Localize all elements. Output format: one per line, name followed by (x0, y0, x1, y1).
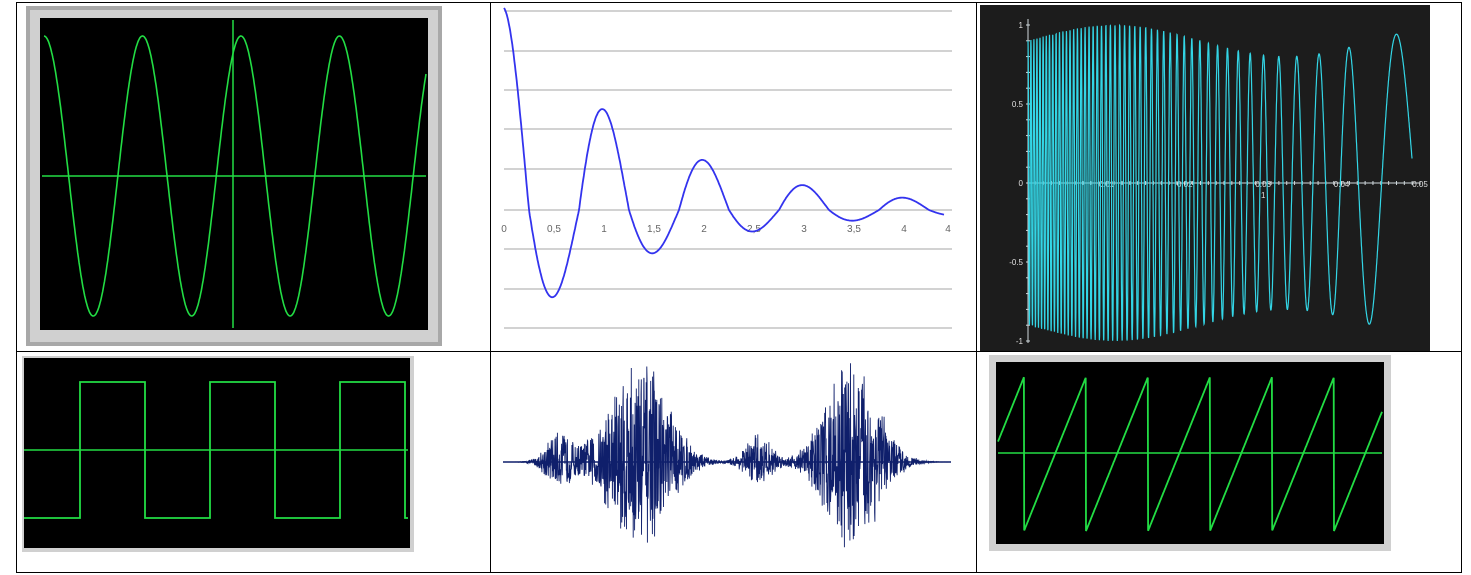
speech-waveform-chart (503, 363, 951, 548)
speech-series-line (505, 363, 949, 548)
x-tick-label: 0,5 (547, 224, 561, 235)
x-extra-label: 1 (1261, 191, 1266, 200)
sine-wave-chart (26, 6, 442, 346)
sawtooth-wave-chart (989, 355, 1391, 551)
scope-screen (40, 18, 428, 330)
y-tick-label: 1 (1019, 21, 1024, 30)
y-tick-label: -0.5 (1009, 258, 1023, 267)
x-tick-label: 0 (501, 224, 507, 235)
square-wave-chart (22, 356, 414, 552)
y-tick-label: 0 (1019, 179, 1024, 188)
column-divider-2 (976, 3, 977, 572)
x-tick-label: 1 (601, 224, 607, 235)
x-tick-label: 4 (901, 224, 907, 235)
x-tick-label: 2,5 (747, 224, 761, 235)
x-tick-label: 4 (945, 224, 951, 235)
sine-series-line (43, 35, 427, 317)
x-tick-label: 3,5 (847, 224, 861, 235)
x-tick-label: 0.03 (1255, 180, 1271, 189)
x-tick-label: 0.04 (1334, 180, 1350, 189)
waveform-grid (16, 2, 1462, 573)
square-series-line (24, 381, 408, 519)
x-tick-label: 2 (701, 224, 707, 235)
row-divider (17, 351, 1461, 352)
damped-series-line (503, 7, 945, 299)
sawtooth-series-line (997, 376, 1383, 532)
x-tick-label: 3 (801, 224, 807, 235)
chirp-series-line (1027, 23, 1413, 341)
x-tick-label: 0.05 (1412, 180, 1428, 189)
x-tick-label: 1,5 (647, 224, 661, 235)
column-divider-1 (490, 3, 491, 572)
x-tick-label: 0.02 (1177, 180, 1193, 189)
damped-oscillation-chart: 0 0,5 1 1,5 2 2,5 3 3,5 4 4 (501, 7, 952, 329)
scope-screen (24, 358, 410, 548)
y-tick-label: 0.5 (1012, 100, 1024, 109)
y-tick-label: -1 (1016, 337, 1024, 346)
